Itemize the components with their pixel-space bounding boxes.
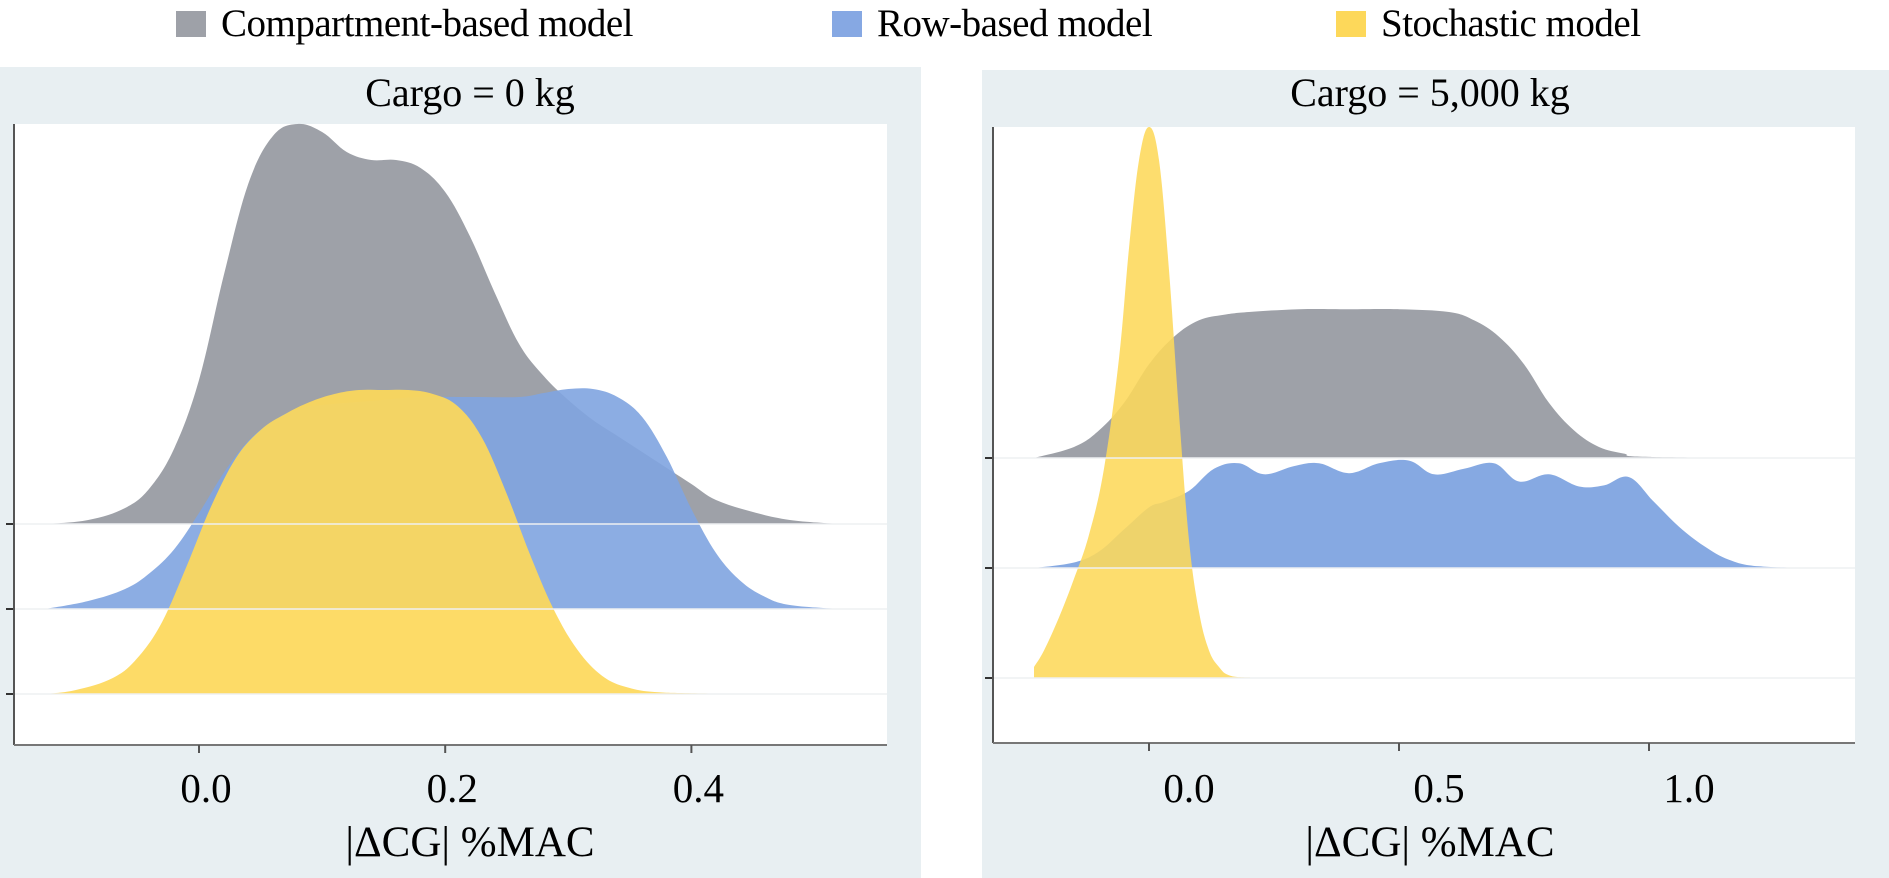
density-stochastic-model: [45, 389, 840, 694]
x-tick-label: 0.2: [427, 765, 478, 811]
x-tick-label: 0.4: [673, 765, 724, 811]
legend-swatch-compartment: [176, 11, 206, 37]
legend-label-stochastic: Stochastic model: [1381, 2, 1641, 45]
panel-title: Cargo = 0 kg: [365, 70, 575, 115]
density-stochastic-model: [1034, 127, 1819, 679]
legend-item-row: Row-based model: [832, 2, 1153, 46]
panel-cargo-5000kg: Cargo = 5,000 kg 0.0 0.5 1.0 |ΔCG| %MAC: [982, 70, 1889, 878]
x-tick-label: 0.0: [1163, 765, 1214, 811]
legend-swatch-stochastic: [1336, 11, 1366, 37]
baseline-layer: [985, 457, 1855, 679]
density-row-based-model: [1034, 459, 1819, 568]
legend-item-compartment: Compartment-based model: [176, 2, 633, 46]
legend-swatch-row: [832, 11, 862, 37]
legend-label-row: Row-based model: [877, 2, 1153, 45]
x-tick-label: 0.5: [1413, 765, 1464, 811]
x-tick-label: 0.0: [180, 765, 231, 811]
x-tick-label: 1.0: [1663, 765, 1714, 811]
legend-label-compartment: Compartment-based model: [221, 2, 633, 45]
x-ticks: 0.0 0.2 0.4: [180, 745, 724, 811]
x-ticks: 0.0 0.5 1.0: [1148, 743, 1715, 811]
x-axis-label: |ΔCG| %MAC: [345, 819, 594, 866]
panel-cargo-0kg: Cargo = 0 kg 0.0 0.2 0.4 |ΔCG| %MAC: [0, 67, 921, 878]
panel-title: Cargo = 5,000 kg: [1290, 70, 1570, 115]
series-layer: [45, 123, 840, 694]
density-compartment-based-model: [45, 123, 840, 524]
baseline-layer: [6, 523, 887, 695]
x-axis-label: |ΔCG| %MAC: [1305, 819, 1554, 866]
series-layer: [1034, 127, 1819, 679]
legend: Compartment-based model Row-based model …: [0, 0, 1889, 50]
density-compartment-based-model: [1034, 308, 1819, 458]
legend-item-stochastic: Stochastic model: [1336, 2, 1641, 46]
